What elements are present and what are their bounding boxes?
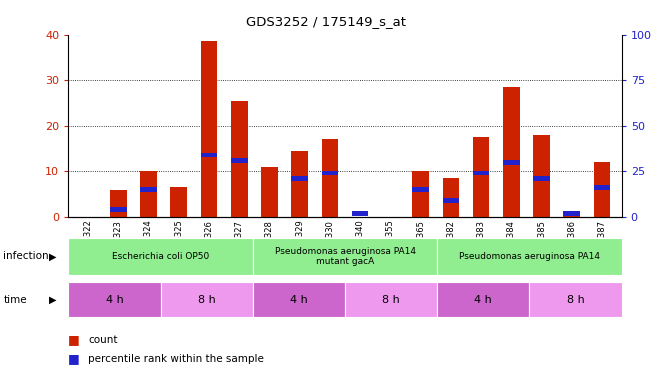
Bar <box>594 185 611 190</box>
Bar <box>68 238 253 275</box>
Bar <box>529 282 622 317</box>
Bar <box>473 171 490 175</box>
Bar <box>140 187 157 192</box>
Text: GDS3252 / 175149_s_at: GDS3252 / 175149_s_at <box>245 15 406 28</box>
Text: ▶: ▶ <box>49 295 57 305</box>
Bar <box>503 87 519 217</box>
Bar <box>201 41 217 217</box>
Bar <box>594 162 611 217</box>
Bar <box>140 171 157 217</box>
Text: 8 h: 8 h <box>382 295 400 305</box>
Text: ■: ■ <box>68 333 80 346</box>
Text: infection: infection <box>3 251 49 262</box>
Bar <box>533 135 550 217</box>
Text: 8 h: 8 h <box>567 295 585 305</box>
Bar <box>231 101 247 217</box>
Text: ▶: ▶ <box>49 251 57 262</box>
Bar <box>110 207 126 212</box>
Bar <box>253 238 437 275</box>
Bar <box>322 139 339 217</box>
Bar <box>412 187 429 192</box>
Text: Escherichia coli OP50: Escherichia coli OP50 <box>112 252 209 261</box>
Bar <box>68 282 161 317</box>
Text: Pseudomonas aeruginosa PA14: Pseudomonas aeruginosa PA14 <box>459 252 600 261</box>
Text: time: time <box>3 295 27 305</box>
Text: 8 h: 8 h <box>198 295 215 305</box>
Bar <box>345 282 437 317</box>
Bar <box>443 198 459 203</box>
Bar <box>110 190 126 217</box>
Bar <box>322 171 339 175</box>
Bar <box>292 151 308 217</box>
Bar <box>564 211 580 215</box>
Bar <box>292 176 308 181</box>
Bar <box>437 282 529 317</box>
Text: percentile rank within the sample: percentile rank within the sample <box>88 354 264 364</box>
Bar <box>171 187 187 217</box>
Bar <box>352 211 368 215</box>
Bar <box>412 171 429 217</box>
Bar <box>201 153 217 157</box>
Bar <box>161 282 253 317</box>
Text: Pseudomonas aeruginosa PA14
mutant gacA: Pseudomonas aeruginosa PA14 mutant gacA <box>275 247 415 266</box>
Bar <box>473 137 490 217</box>
Bar <box>564 212 580 217</box>
Text: 4 h: 4 h <box>475 295 492 305</box>
Bar <box>503 160 519 164</box>
Bar <box>231 158 247 163</box>
Bar <box>253 282 345 317</box>
Bar <box>437 238 622 275</box>
Text: 4 h: 4 h <box>105 295 123 305</box>
Bar <box>443 178 459 217</box>
Bar <box>261 167 278 217</box>
Bar <box>533 176 550 181</box>
Text: 4 h: 4 h <box>290 295 308 305</box>
Text: ■: ■ <box>68 353 80 366</box>
Text: count: count <box>88 335 117 345</box>
